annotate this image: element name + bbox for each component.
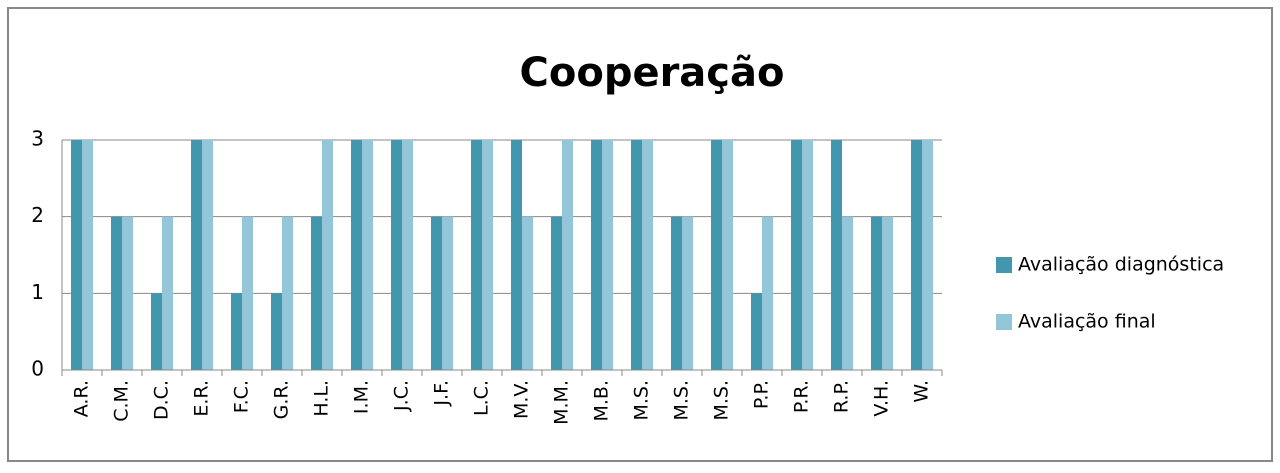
x-tick-label: D.C. [151, 380, 173, 420]
bar [351, 140, 362, 370]
bar [122, 216, 133, 370]
bar [551, 216, 562, 370]
bar [671, 216, 682, 370]
bar [602, 140, 613, 370]
bar [562, 140, 573, 370]
bar [922, 140, 933, 370]
bar [722, 140, 733, 370]
bar [871, 216, 882, 370]
legend-swatch [996, 314, 1012, 330]
bar [522, 216, 533, 370]
x-tick-label: M.S. [631, 380, 653, 421]
bar [682, 216, 693, 370]
x-tick-label: V.H. [871, 380, 893, 417]
x-tick-label: C.M. [111, 380, 133, 422]
x-tick-label: M.M. [551, 380, 573, 425]
x-tick-label: P.P. [751, 380, 773, 409]
bar [631, 140, 642, 370]
legend-label: Avaliação final [1018, 311, 1156, 333]
x-tick-label: I.M. [351, 380, 373, 414]
x-tick-label: M.S. [671, 380, 693, 421]
bar [271, 293, 282, 370]
bar [511, 140, 522, 370]
y-tick-label: 2 [31, 203, 44, 227]
legend-swatch [996, 257, 1012, 273]
x-tick-label: W. [911, 380, 933, 403]
bar [362, 140, 373, 370]
bar [471, 140, 482, 370]
bar [242, 216, 253, 370]
x-tick-label: M.V. [511, 380, 533, 419]
bar [791, 140, 802, 370]
bar [431, 216, 442, 370]
bar [482, 140, 493, 370]
x-tick-label: R.P. [831, 380, 853, 413]
y-tick-label: 0 [31, 357, 44, 381]
bar [82, 140, 93, 370]
chart-title: Cooperação [520, 50, 785, 96]
x-tick-label: G.R. [271, 380, 293, 419]
bar [591, 140, 602, 370]
x-tick-label: P.R. [791, 380, 813, 413]
bar [282, 216, 293, 370]
bar [151, 293, 162, 370]
bar [231, 293, 242, 370]
bar [322, 140, 333, 370]
bar [111, 216, 122, 370]
bar [191, 140, 202, 370]
bar [391, 140, 402, 370]
x-tick-label: H.L. [311, 380, 333, 417]
x-tick-label: J.F. [431, 380, 453, 407]
bar [162, 216, 173, 370]
bar [911, 140, 922, 370]
bar [402, 140, 413, 370]
bar [202, 140, 213, 370]
bar [831, 140, 842, 370]
bar [802, 140, 813, 370]
x-tick-label: F.C. [231, 380, 253, 413]
x-tick-label: E.R. [191, 380, 213, 417]
bar [71, 140, 82, 370]
bar [311, 216, 322, 370]
legend-label: Avaliação diagnóstica [1018, 254, 1224, 276]
x-tick-label: M.B. [591, 380, 613, 422]
bar [882, 216, 893, 370]
bar [842, 216, 853, 370]
x-tick-label: M.S. [711, 380, 733, 421]
bar [762, 216, 773, 370]
y-tick-label: 3 [31, 127, 44, 151]
bar [751, 293, 762, 370]
bar [642, 140, 653, 370]
bar [442, 216, 453, 370]
bar [711, 140, 722, 370]
x-tick-label: J.C. [391, 380, 413, 412]
x-tick-label: A.R. [71, 380, 93, 417]
y-tick-label: 1 [31, 280, 44, 304]
x-tick-label: L.C. [471, 380, 493, 416]
